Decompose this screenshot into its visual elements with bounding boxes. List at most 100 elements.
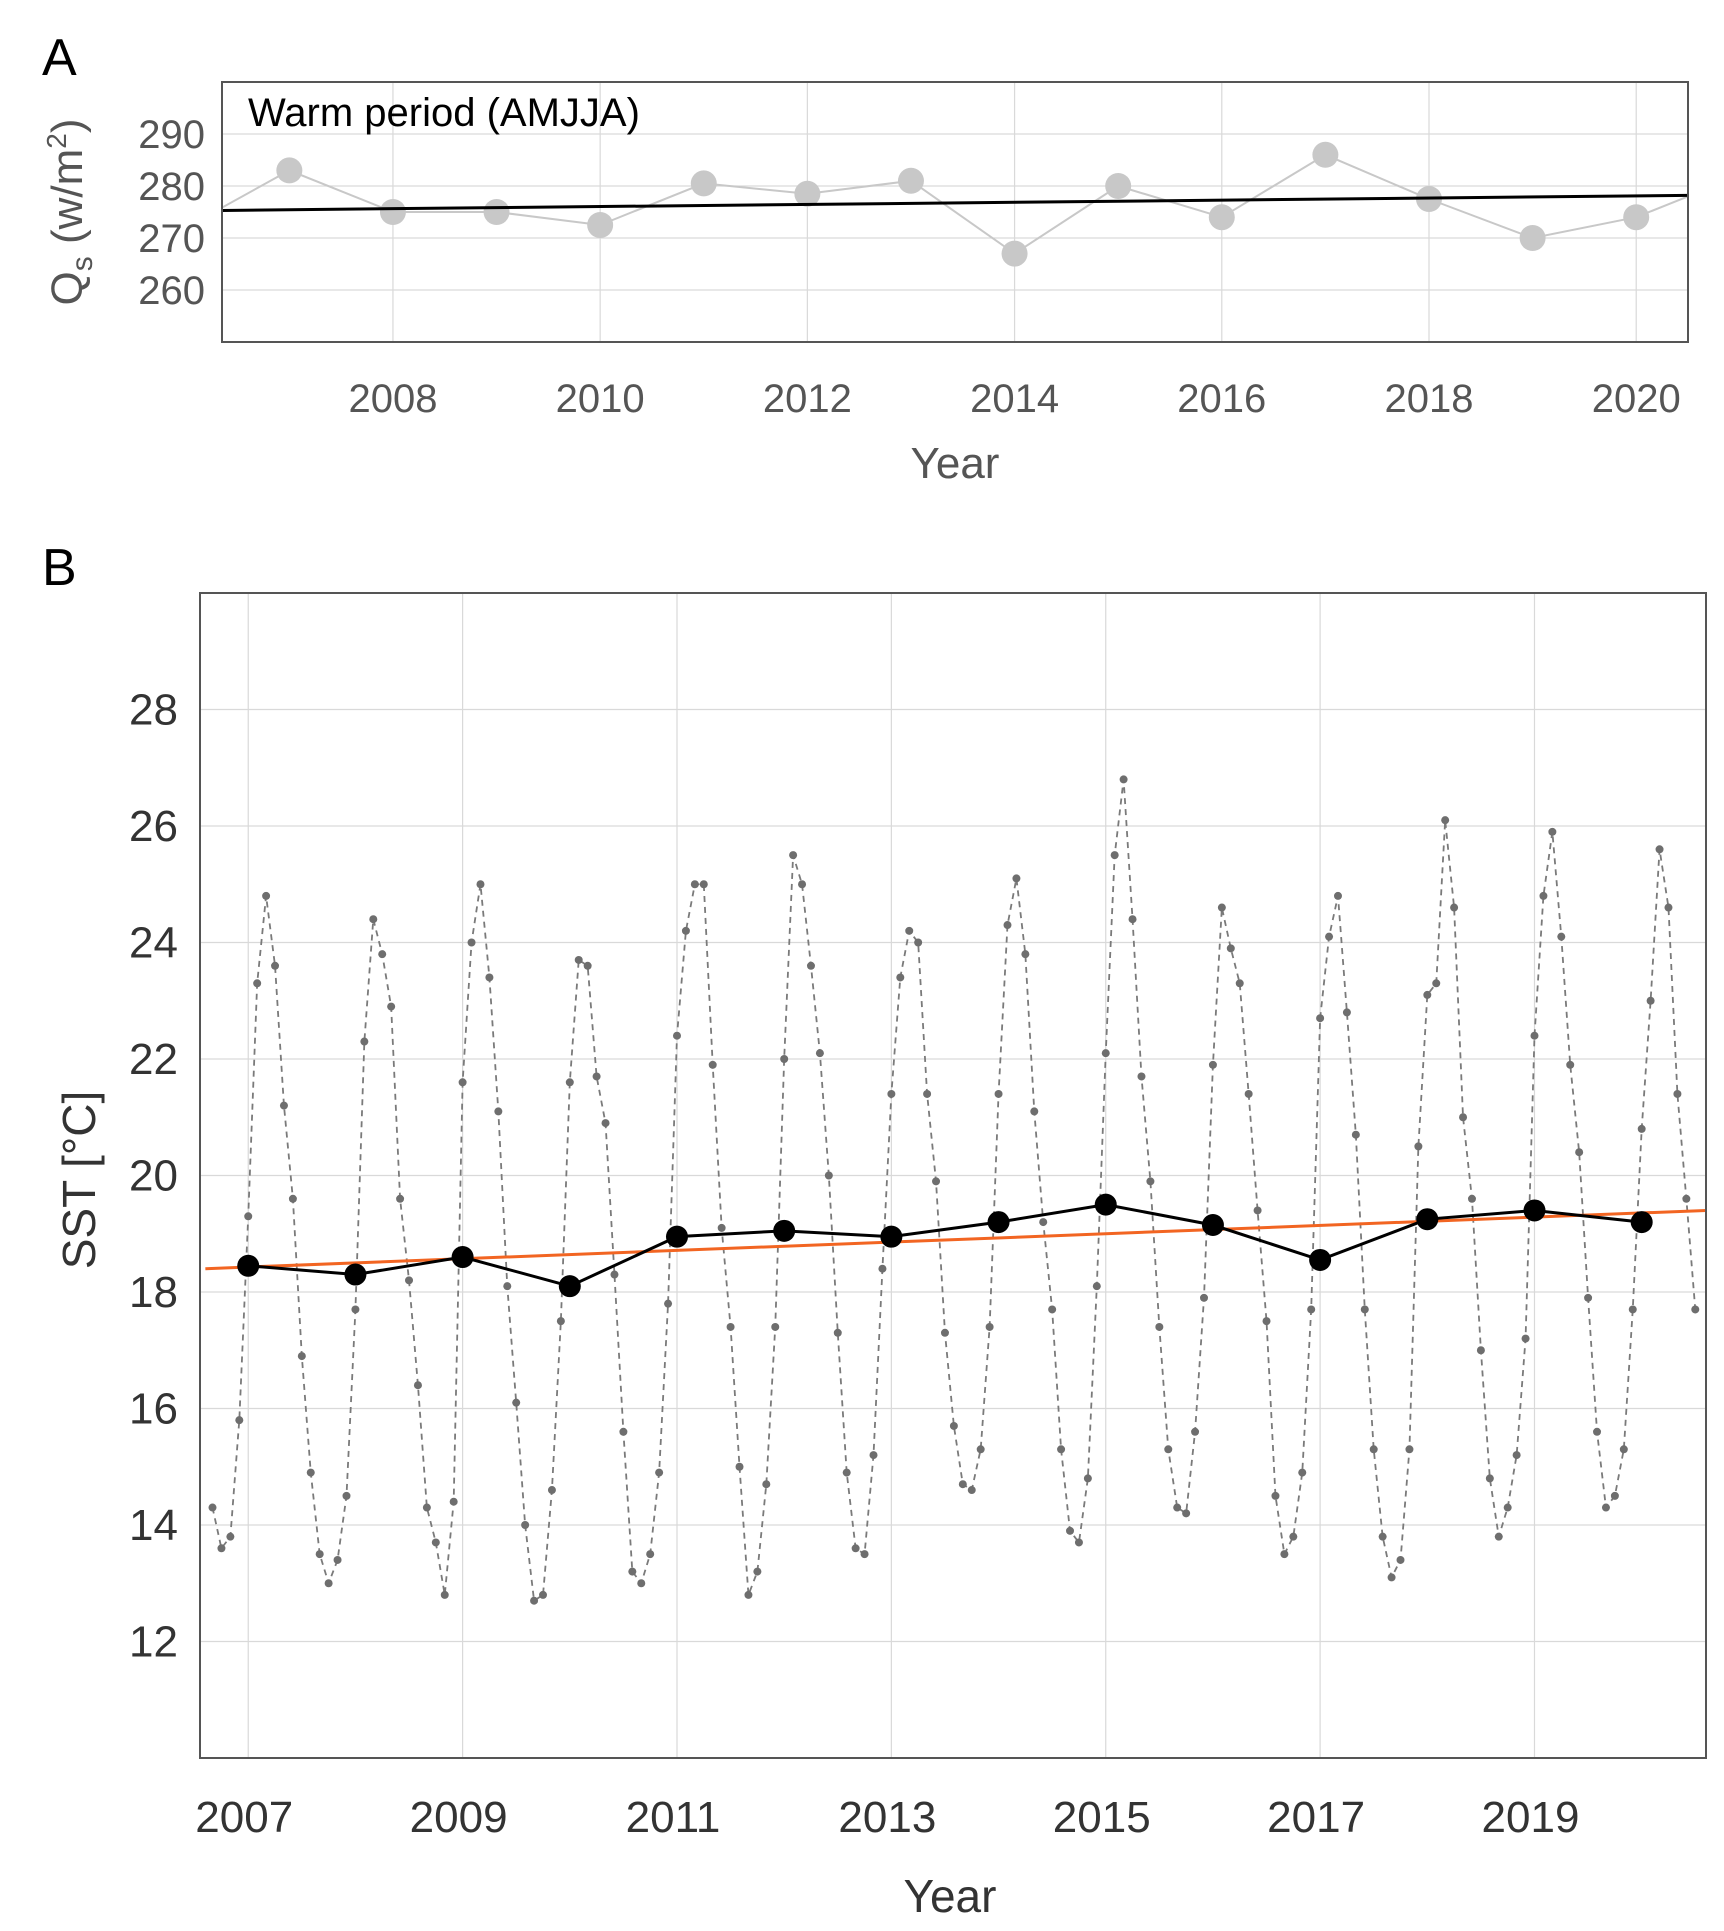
panel-a-qs-point (1105, 173, 1132, 199)
panel-b-monthly-sst-point (547, 1486, 556, 1495)
panel-a-x-axis-title: Year (911, 439, 1000, 488)
panel-b-monthly-sst-point (726, 1322, 735, 1331)
panel-b-monthly-sst-point (1521, 1334, 1530, 1343)
panel-b-monthly-sst-point (297, 1352, 306, 1361)
panel-b-monthly-sst-point (1298, 1468, 1307, 1477)
panel-a-x-tick-label: 2018 (1384, 377, 1473, 421)
panel-a-plot-area (222, 141, 1688, 267)
panel-b-monthly-sst-line (211, 779, 1697, 1603)
panel-a-x-tick-label: 2014 (970, 377, 1059, 421)
panel-b-monthly-sst-point (431, 1538, 440, 1547)
panel-b-monthly-sst-point (1601, 1503, 1610, 1512)
panel-b-monthly-sst-point (699, 880, 708, 889)
panel-b-monthly-sst-point (1673, 1089, 1682, 1098)
panel-b-monthly-sst-point (476, 880, 485, 889)
panel-b-monthly-sst-point (610, 1270, 619, 1279)
panel-b-monthly-sst-point (1244, 1089, 1253, 1098)
panel-b-monthly-sst-point (896, 973, 905, 982)
panel-b-x-tick-label: 2015 (1053, 1793, 1151, 1842)
panel-b-monthly-sst-point (1342, 1008, 1351, 1017)
panel-b-monthly-sst-point (771, 1322, 780, 1331)
panel-b-x-axis-title: Year (904, 1870, 997, 1922)
panel-b-monthly-sst-point (815, 1049, 824, 1058)
panel-b-monthly-sst-point (583, 961, 592, 970)
panel-b-monthly-sst-point (396, 1194, 405, 1203)
panel-b-y-tick-label: 16 (129, 1385, 178, 1434)
panel-a-y-tick-label: 280 (138, 165, 205, 209)
panel-b-x-tick-label: 2011 (626, 1793, 721, 1842)
panel-b-monthly-sst-point (994, 1089, 1003, 1098)
panel-b-monthly-sst-point (1039, 1218, 1048, 1227)
panel-b-monthly-sst-point (1351, 1130, 1360, 1139)
panel-b-monthly-sst-point (1235, 979, 1244, 988)
panel-b-monthly-sst-point (780, 1055, 789, 1063)
panel-b-monthly-sst-point (1664, 903, 1673, 912)
panel-b-monthly-sst-point (1646, 996, 1655, 1005)
panel-b-monthly-sst-point (1450, 903, 1459, 912)
panel-b-monthly-sst-point (1155, 1322, 1164, 1331)
panel-b-monthly-sst-point (342, 1491, 351, 1500)
panel-b-monthly-sst-point (405, 1276, 414, 1285)
panel-b-monthly-sst-point (1378, 1532, 1387, 1541)
panel-b-monthly-sst-point (637, 1579, 646, 1588)
panel-b-monthly-sst-point (798, 880, 807, 889)
panel-b-monthly-sst-point (1530, 1031, 1539, 1040)
panel-a-y-axis-title: Qs (w/m2) (41, 119, 99, 306)
panel-b-monthly-sst-point (1217, 903, 1226, 912)
panel-a-qs-point (483, 199, 510, 225)
panel-b-monthly-sst-point (842, 1468, 851, 1477)
panel-b-x-tick-label: 2017 (1267, 1793, 1365, 1842)
panel-b-monthly-sst-point (235, 1416, 244, 1425)
panel-b-annual-mean-point (1094, 1193, 1117, 1216)
panel-b-monthly-sst-point (458, 1078, 467, 1087)
panel-b-y-tick-label: 20 (129, 1152, 178, 1201)
panel-a-x-tick-label: 2012 (763, 377, 852, 421)
panel-b-monthly-sst-point (378, 950, 387, 959)
panel-b-monthly-sst-point (1485, 1474, 1494, 1483)
panel-b-monthly-sst-point (923, 1089, 932, 1098)
panel-b-monthly-sst-point (1048, 1305, 1057, 1314)
panel-b-monthly-sst-point (914, 938, 923, 947)
panel-b-monthly-sst-point (869, 1451, 878, 1460)
panel-b-y-tick-label: 22 (129, 1035, 178, 1084)
panel-b-monthly-sst-point (1208, 1060, 1217, 1069)
panel-b-monthly-sst-point (1289, 1532, 1298, 1541)
panel-b-annual-mean-point (451, 1246, 474, 1269)
panel-b-monthly-sst-point (1137, 1072, 1146, 1081)
panel-b-monthly-sst-point (306, 1468, 315, 1477)
panel-b-monthly-sst-point (932, 1177, 941, 1186)
panel-b-monthly-sst-point (494, 1107, 503, 1116)
panel-b-y-ticks: 12 14 16 18 20 22 24 26 28 (129, 686, 178, 1667)
panel-b-monthly-sst-point (1682, 1194, 1691, 1203)
panel-b-x-tick-label: 2013 (838, 1793, 936, 1842)
panel-b-monthly-sst-point (967, 1486, 976, 1495)
panel-a-annotation: Warm period (AMJJA) (248, 91, 640, 135)
panel-b-monthly-sst-point (1316, 1014, 1325, 1023)
panel-b-monthly-sst-point (628, 1567, 637, 1576)
panel-b-monthly-sst-point (905, 926, 914, 935)
panel-b-monthly-sst-point (762, 1480, 771, 1489)
panel-b-monthly-sst-point (1325, 932, 1334, 941)
panel-b-annual-mean-point (344, 1263, 367, 1286)
panel-b-monthly-sst-point (1584, 1293, 1593, 1302)
panel-b-monthly-sst-point (565, 1078, 574, 1087)
panel-b-label: B (42, 539, 77, 597)
panel-b-monthly-sst-point (824, 1171, 833, 1180)
panel-b-monthly-sst-point (806, 961, 815, 970)
panel-b-monthly-sst-point (1557, 932, 1566, 941)
panel-b-monthly-sst-point (655, 1468, 664, 1477)
panel-b-monthly-sst-point (878, 1264, 887, 1273)
panel-a-qs-point (1001, 240, 1028, 267)
panel-b-monthly-sst-point (503, 1282, 512, 1291)
panel-b-monthly-sst-point (324, 1579, 333, 1588)
panel-b-monthly-sst-point (949, 1421, 958, 1430)
panel-b-monthly-sst-point (1119, 775, 1128, 784)
panel-b-monthly-sst-point (1628, 1305, 1637, 1314)
panel-b-annual-mean-point (987, 1211, 1010, 1234)
panel-b-monthly-sst-point (1423, 990, 1432, 999)
panel-a-qs-point (897, 167, 924, 194)
panel-b-monthly-sst-point (1655, 845, 1664, 854)
panel-b-axes-frame (199, 592, 1707, 1759)
panel-a-label: A (42, 29, 77, 87)
panel-b-monthly-sst-point (556, 1317, 565, 1326)
